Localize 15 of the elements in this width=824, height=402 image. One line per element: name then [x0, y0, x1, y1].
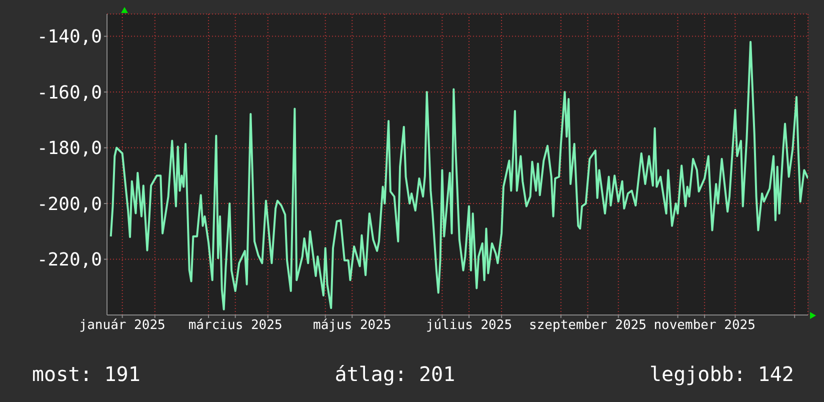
x-tick-label: szeptember 2025 — [529, 318, 646, 334]
x-tick-label: május 2025 — [313, 318, 392, 334]
text: legjobb: 142 — [649, 362, 794, 386]
text: átlag: 201 — [334, 362, 456, 386]
x-tick-label: november 2025 — [654, 318, 756, 334]
text: most: 191 — [32, 362, 140, 386]
x-tick-label: március 2025 — [188, 318, 282, 334]
y-tick-label: -140,0 — [36, 26, 102, 48]
x-tick-label: július 2025 — [426, 318, 512, 334]
line-series — [110, 40, 808, 310]
y-tick-label: -180,0 — [36, 138, 102, 160]
y-tick-label: -200,0 — [36, 194, 102, 215]
x-tick-label: január 2025 — [79, 318, 166, 334]
y-tick-label: -160,0 — [36, 82, 102, 104]
y-tick-label: -220,0 — [36, 250, 102, 271]
